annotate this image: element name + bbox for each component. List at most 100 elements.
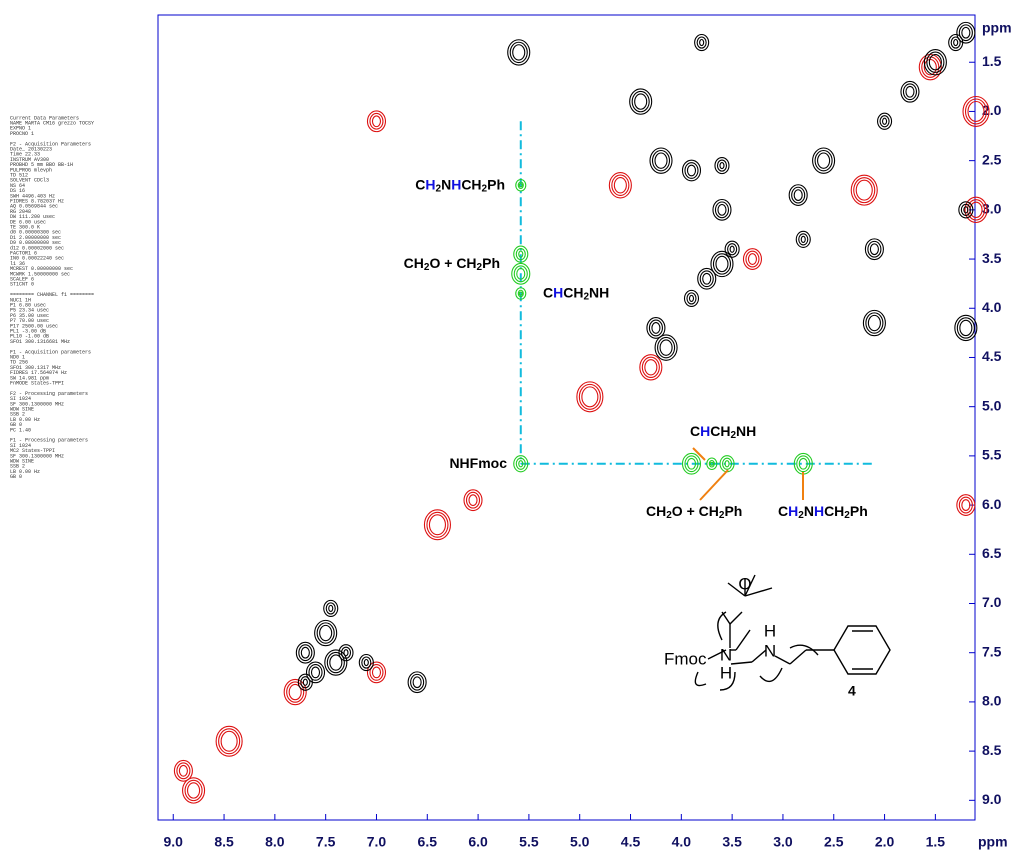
annotation-part: 2 [798, 510, 804, 521]
contour [371, 666, 382, 679]
contour [465, 491, 481, 509]
contour [867, 314, 881, 332]
peak [710, 250, 734, 278]
contour [649, 147, 673, 174]
parameter-line: ND0 1 [10, 355, 25, 361]
annotation: NHFmoc [449, 454, 507, 470]
parameter-line: GB 0 [10, 474, 22, 480]
contour [578, 383, 601, 410]
x-unit: ppm [978, 834, 1008, 850]
peak [608, 172, 632, 199]
contour [215, 725, 243, 757]
x-tick-label: 4.0 [672, 834, 692, 850]
contour [686, 164, 697, 177]
contour [361, 656, 372, 669]
contour [855, 179, 873, 201]
annotation-part: CH [646, 503, 666, 519]
annotation-part: CH [404, 255, 424, 271]
contour [518, 183, 523, 188]
annotation-part: O + CH [672, 503, 719, 519]
parameter-line: P17 2500.00 usec [10, 323, 58, 329]
annotation-part: 2 [482, 183, 488, 194]
atom-label: O [738, 574, 751, 593]
annotation-part: O + CH [429, 255, 476, 271]
annotation: CH2NHCH2Ph [415, 176, 505, 194]
contour [651, 322, 661, 334]
parameter-line: SWH 4496.403 Hz [10, 193, 55, 199]
peak [338, 644, 354, 662]
parameter-line: F1 - Acquisition parameters [10, 349, 91, 355]
parameter-line: MC2 States-TPPI [10, 448, 55, 454]
contour [426, 511, 449, 538]
parameter-line: AQ 0.0569844 sec [10, 204, 58, 210]
parameter-line: NUC1 1H [10, 297, 31, 303]
pointer [692, 447, 706, 461]
contour [710, 250, 734, 278]
peak [742, 248, 763, 270]
atom-label: N [764, 641, 776, 660]
contour [641, 356, 660, 379]
contour [288, 683, 302, 701]
annotation-part: C [543, 284, 553, 300]
peak [314, 619, 338, 647]
x-tick-label: 7.5 [316, 834, 336, 850]
annotation-part: NH [736, 423, 756, 439]
parameter-line: D9 0.08000000 sec [10, 240, 61, 246]
annotation-part: H [788, 503, 798, 519]
peak [513, 455, 529, 473]
contour [862, 309, 886, 337]
contour [325, 602, 336, 615]
y-tick-label: 3.5 [982, 250, 1002, 266]
annotation-part: 2 [436, 183, 442, 194]
y-tick-label: 6.5 [982, 545, 1002, 561]
contour [218, 728, 241, 755]
contour [631, 90, 650, 113]
contour [654, 152, 668, 169]
contour [407, 671, 427, 694]
contour [712, 253, 732, 275]
contour [513, 265, 528, 283]
contour [517, 181, 524, 190]
parameter-line: FACTOR1 6 [10, 251, 37, 257]
parameter-line: TD 512 [10, 173, 28, 179]
parameter-line: RG 2048 [10, 209, 31, 215]
contour [363, 658, 369, 667]
y-tick-label: 8.0 [982, 693, 1002, 709]
contour [715, 255, 729, 273]
contour [882, 117, 888, 125]
peak [788, 184, 808, 206]
contour [343, 649, 349, 657]
parameter-line: TE 300.0 K [10, 225, 40, 231]
annotation-part: H [553, 284, 563, 300]
annotation-part: 2 [583, 291, 589, 302]
y-tick-label: 1.5 [982, 53, 1002, 69]
peak [515, 287, 527, 300]
annotation: CH2O + CH2Ph [646, 503, 742, 521]
annotation-part: CH [461, 176, 481, 192]
parameter-line: SI 1024 [10, 443, 31, 449]
parameter-line: l1 36 [10, 261, 25, 267]
contour [178, 764, 188, 777]
peak [463, 489, 483, 512]
contour [902, 83, 918, 101]
contour [369, 663, 384, 681]
contour [719, 161, 725, 170]
peak [683, 289, 700, 308]
contour [964, 196, 988, 224]
parameter-line: LB 0.00 Hz [10, 417, 40, 423]
annotation: CH2NHCH2Ph [778, 503, 868, 521]
contour [310, 666, 321, 679]
contour [511, 262, 531, 285]
peak [877, 112, 893, 130]
contour [699, 38, 705, 47]
parameter-line: PL1 -3.00 dB [10, 329, 46, 335]
peak [724, 240, 740, 258]
peak [654, 334, 678, 361]
contour [697, 267, 717, 290]
contour [329, 654, 343, 671]
x-tick-label: 6.0 [468, 834, 488, 850]
contour [727, 243, 738, 256]
parameter-line: PULPROG mlevph [10, 167, 52, 173]
contour [963, 206, 969, 214]
parameter-line: MCWRK 1.50000000 sec [10, 271, 70, 277]
